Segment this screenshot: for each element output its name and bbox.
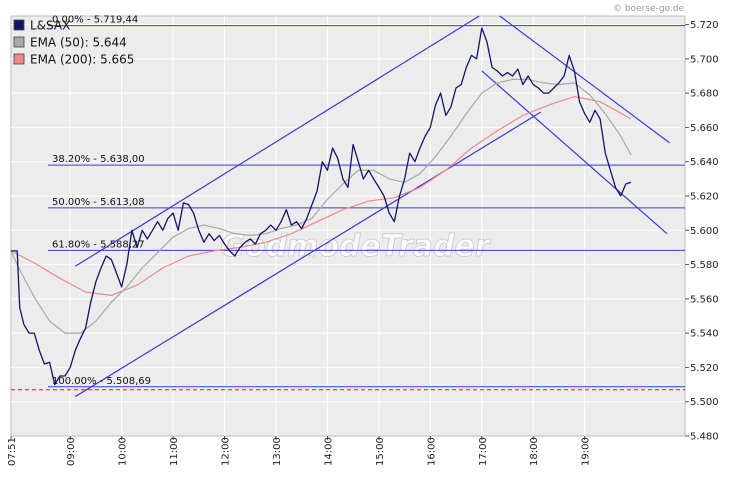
- legend-swatch: [13, 53, 25, 65]
- x-tick-label: 09:00: [66, 437, 77, 466]
- trend-line-upper-channel: [74, 15, 480, 267]
- x-tick-label: 15:00: [375, 437, 386, 466]
- y-tick-label: 5.480: [690, 432, 719, 443]
- x-tick-label: 17:00: [478, 437, 489, 466]
- x-tick-label: 07:51: [7, 437, 18, 466]
- y-tick-label: 5.500: [690, 397, 719, 408]
- watermark-text: GodmodeTrader: [220, 229, 491, 264]
- x-tick-label: 11:00: [169, 437, 180, 466]
- ema200-series-line: [10, 96, 632, 296]
- price-series-line: [11, 27, 632, 386]
- y-tick-label: 5.580: [690, 260, 719, 271]
- x-tick-label: 16:00: [426, 437, 437, 466]
- x-tick-label: 19:00: [581, 437, 592, 466]
- series-lines: [10, 27, 632, 386]
- y-tick-label: 5.540: [690, 329, 719, 340]
- fibonacci-label: 0.00% - 5.719,44: [52, 15, 138, 26]
- legend-swatch: [13, 36, 25, 48]
- axes: 5.720 5.700 5.680 5.660 5.640 5.620 5.600 5.580…: [7, 20, 719, 466]
- legend-label: EMA (50): 5.644: [30, 36, 127, 50]
- y-tick-label: 5.660: [690, 123, 719, 134]
- guide-lines: [11, 15, 685, 398]
- y-tick-label: 5.720: [690, 20, 719, 31]
- x-tick-label: 18:00: [529, 437, 540, 466]
- y-tick-label: 5.520: [690, 363, 719, 374]
- plot-area: [10, 15, 686, 437]
- y-tick-label: 5.600: [690, 226, 719, 237]
- y-tick-label: 5.620: [690, 192, 719, 203]
- fibonacci-label: 100.00% - 5.508,69: [52, 376, 151, 387]
- fibonacci-labels: 0.00% - 5.719,44 38.20% - 5.638,00 50.00% …: [52, 15, 151, 387]
- y-tick-label: 5.700: [690, 54, 719, 65]
- fibonacci-label: 38.20% - 5.638,00: [52, 154, 145, 165]
- x-tick-label: 12:00: [221, 437, 232, 466]
- legend-label: EMA (200): 5.665: [30, 53, 134, 67]
- trend-line-down-upper: [499, 15, 670, 144]
- legend-label: L&SAX: [30, 19, 70, 33]
- x-tick-label: 10:00: [118, 437, 129, 466]
- x-tick-label: 13:00: [272, 437, 283, 466]
- y-tick-label: 5.560: [690, 294, 719, 305]
- legend-swatch: [13, 19, 25, 31]
- trend-line-lower-channel: [75, 111, 542, 398]
- credit-text: © boerse-go.de: [613, 4, 684, 14]
- trend-line-down-lower: [481, 70, 668, 235]
- fibonacci-label: 61.80% - 5.588,27: [52, 239, 145, 250]
- y-tick-label: 5.680: [690, 89, 719, 100]
- legend: L&SAX EMA (50): 5.644 EMA (200): 5.665: [13, 19, 134, 67]
- y-tick-label: 5.640: [690, 157, 719, 168]
- fibonacci-label: 50.00% - 5.613,08: [52, 197, 145, 208]
- x-tick-label: 14:00: [323, 437, 334, 466]
